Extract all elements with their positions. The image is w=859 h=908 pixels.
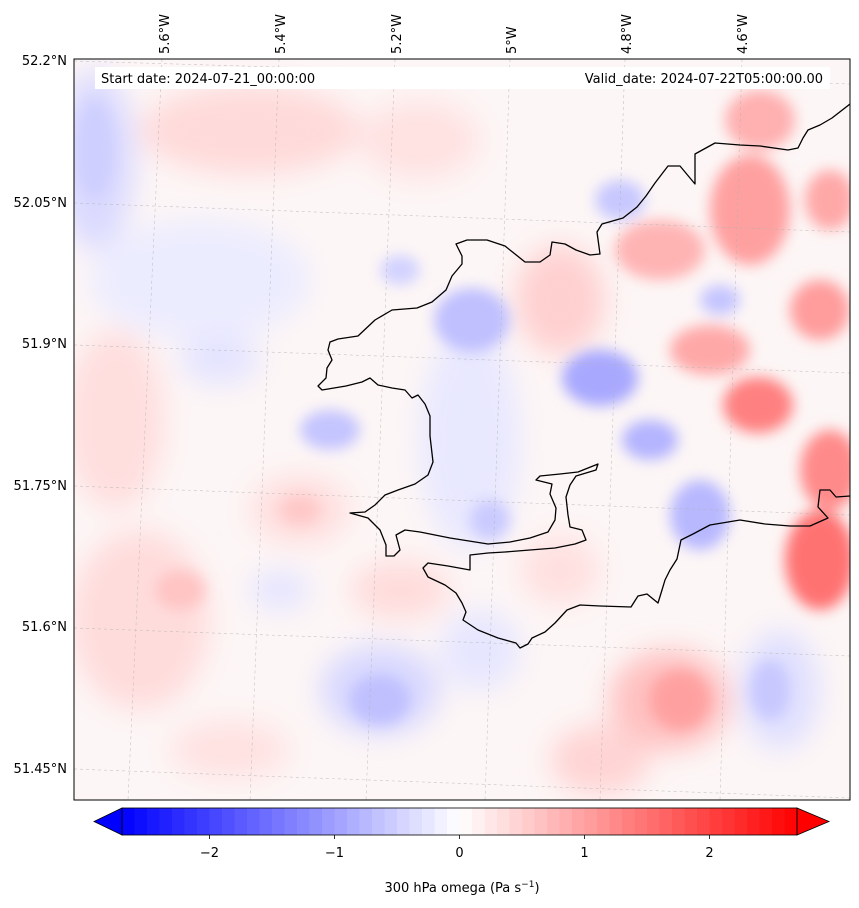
- map-frame: [73, 58, 851, 801]
- colorbar-segment: [597, 808, 611, 835]
- colorbar-segment: [247, 808, 261, 835]
- colorbar-tick-label: −2: [200, 846, 219, 861]
- colorbar-segment: [147, 808, 161, 835]
- valid-date-label: Valid_date: 2024-07-22T05:00:00.00: [585, 72, 823, 87]
- colorbar-segment: [222, 808, 236, 835]
- lon-label-4-6w: 4.6°W: [736, 14, 751, 54]
- lon-label-5w: 5°W: [505, 26, 520, 54]
- colorbar-segment: [547, 808, 561, 835]
- info-box-background: [95, 67, 830, 89]
- lon-label-4-8w: 4.8°W: [620, 14, 635, 54]
- colorbar-segment: [322, 808, 336, 835]
- colorbar-segment: [559, 808, 573, 835]
- colorbar-tick-label: 0: [455, 846, 463, 861]
- colorbar-segment: [497, 808, 511, 835]
- colorbar-segment: [234, 808, 248, 835]
- colorbar-segment: [459, 808, 473, 835]
- colorbar-segment: [409, 808, 423, 835]
- colorbar-segment: [659, 808, 673, 835]
- gridlines: [74, 59, 850, 800]
- colorbar-segment: [584, 808, 598, 835]
- colorbar-segment: [784, 808, 798, 835]
- info-box: Start date: 2024-07-21_00:00:00 Valid_da…: [95, 67, 830, 89]
- colorbar-label-exponent: −1: [521, 880, 534, 890]
- colorbar-segment: [672, 808, 686, 835]
- colorbar-segment: [647, 808, 661, 835]
- colorbar-segment: [434, 808, 448, 835]
- colorbar-segment: [159, 808, 173, 835]
- colorbar-segment: [397, 808, 411, 835]
- lat-label-51-75n: 51.75°N: [14, 479, 67, 494]
- colorbar-tick-label: −1: [325, 846, 344, 861]
- colorbar-segment: [334, 808, 348, 835]
- colorbar-segment: [347, 808, 361, 835]
- colorbar-segment: [372, 808, 386, 835]
- colorbar-segment: [484, 808, 498, 835]
- colorbar-segment: [509, 808, 523, 835]
- colorbar-tick-label: 1: [580, 846, 588, 861]
- colorbar-segment: [472, 808, 486, 835]
- colorbar-tick-label: 2: [705, 846, 713, 861]
- colorbar-segment: [697, 808, 711, 835]
- start-date-label: Start date: 2024-07-21_00:00:00: [101, 72, 315, 87]
- lon-label-5-2w: 5.2°W: [390, 14, 405, 54]
- colorbar-segment: [634, 808, 648, 835]
- lat-label-52-05n: 52.05°N: [14, 196, 67, 211]
- colorbar-segment: [184, 808, 198, 835]
- colorbar-segment: [622, 808, 636, 835]
- colorbar-segment: [359, 808, 373, 835]
- map-panel: Start date: 2024-07-21_00:00:00 Valid_da…: [73, 58, 851, 801]
- colorbar-segments: [122, 808, 798, 835]
- colorbar-segment: [134, 808, 148, 835]
- colorbar-segment: [422, 808, 436, 835]
- longitude-labels: 5.6°W 5.4°W 5.2°W 5°W 4.8°W 4.6°W: [158, 14, 751, 54]
- colorbar-segment: [747, 808, 761, 835]
- colorbar-segment: [297, 808, 311, 835]
- lat-label-51-9n: 51.9°N: [22, 337, 67, 352]
- colorbar-segment: [722, 808, 736, 835]
- colorbar-segment: [684, 808, 698, 835]
- colorbar-segment: [772, 808, 786, 835]
- lat-label-51-6n: 51.6°N: [22, 620, 67, 635]
- lon-label-5-6w: 5.6°W: [158, 14, 173, 54]
- lat-label-51-45n: 51.45°N: [14, 762, 67, 777]
- colorbar-label-close: ): [534, 881, 539, 896]
- colorbar-segment: [709, 808, 723, 835]
- colorbar-segment: [122, 808, 136, 835]
- colorbar-segment: [572, 808, 586, 835]
- coastline-north: [317, 103, 850, 649]
- colorbar-segment: [309, 808, 323, 835]
- meridian-5-6w: [127, 59, 163, 800]
- lat-label-52-2n: 52.2°N: [22, 54, 67, 69]
- colorbar-segment: [384, 808, 398, 835]
- latitude-labels: 52.2°N 52.05°N 51.9°N 51.75°N 51.6°N 51.…: [14, 54, 67, 777]
- colorbar-segment: [272, 808, 286, 835]
- colorbar-label-main: 300 hPa omega (Pa s: [384, 881, 521, 896]
- colorbar-segment: [609, 808, 623, 835]
- colorbar-segment: [534, 808, 548, 835]
- colorbar-ticks: −2 −1 0 1 2: [200, 835, 714, 861]
- lon-label-5-4w: 5.4°W: [274, 14, 289, 54]
- colorbar-extend-high: [796, 807, 831, 836]
- colorbar: −2 −1 0 1 2 300 hPa omega (Pa s−1): [93, 807, 831, 896]
- colorbar-segment: [259, 808, 273, 835]
- colorbar-label: 300 hPa omega (Pa s−1): [384, 880, 539, 896]
- colorbar-segment: [172, 808, 186, 835]
- omega-field: [74, 70, 850, 795]
- coastline: [317, 103, 850, 649]
- colorbar-extend-low: [93, 807, 123, 836]
- colorbar-segment: [284, 808, 298, 835]
- colorbar-segment: [759, 808, 773, 835]
- colorbar-segment: [197, 808, 211, 835]
- colorbar-segment: [209, 808, 223, 835]
- colorbar-segment: [734, 808, 748, 835]
- colorbar-segment: [447, 808, 461, 835]
- colorbar-segment: [522, 808, 536, 835]
